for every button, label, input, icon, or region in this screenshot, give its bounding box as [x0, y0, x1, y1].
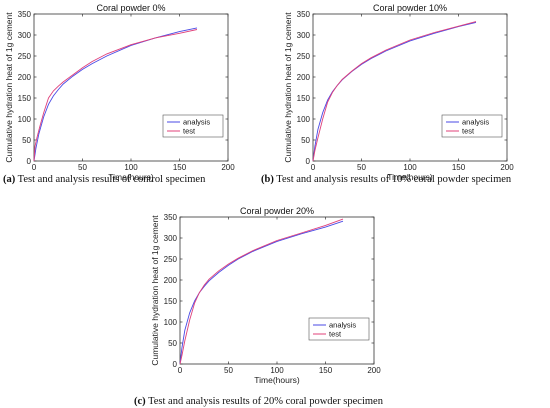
y-tick-label: 50 — [168, 339, 177, 348]
chart-panel-2: 0 50 100 150 200 0 50 100 150 200 250 300 350 Coral p… — [261, 3, 514, 185]
caption-label: (a) — [3, 174, 16, 185]
plot-area — [179, 216, 375, 365]
x-tick-label: 150 — [452, 163, 466, 172]
y-tick-label: 350 — [18, 10, 32, 19]
caption-label: (b) — [261, 174, 274, 185]
y-tick-label: 150 — [297, 94, 311, 103]
y-tick-label: 300 — [18, 31, 32, 40]
series-line-analysis — [179, 220, 344, 365]
caption-text: Test and analysis results of 10% coral p… — [274, 174, 512, 185]
y-tick-label: 250 — [297, 52, 311, 61]
series-line-test — [312, 21, 477, 162]
x-tick-label: 50 — [224, 366, 233, 375]
x-tick-label: 50 — [357, 163, 366, 172]
x-tick-label: 150 — [173, 163, 187, 172]
x-tick-label: 100 — [124, 163, 138, 172]
panel-caption: (a) Test and analysis results of control… — [3, 174, 206, 185]
y-axis-label: Cumulative hydration heat of 1g cement — [150, 215, 160, 366]
chart-title: Coral powder 0% — [96, 3, 165, 13]
caption-text: Test and analysis results of 20% coral p… — [146, 396, 384, 407]
x-tick-label: 50 — [78, 163, 87, 172]
y-tick-label: 50 — [22, 136, 31, 145]
x-tick-label: 0 — [32, 163, 37, 172]
x-axis-label: Time(hours) — [387, 172, 433, 182]
y-tick-label: 0 — [173, 360, 178, 369]
y-axis-label: Cumulative hydration heat of 1g cement — [4, 12, 14, 163]
y-tick-label: 200 — [164, 276, 178, 285]
y-tick-label: 100 — [18, 115, 32, 124]
y-tick-label: 350 — [297, 10, 311, 19]
y-tick-label: 250 — [18, 52, 32, 61]
x-tick-label: 200 — [367, 366, 381, 375]
y-tick-label: 200 — [297, 73, 311, 82]
series-line-test — [33, 29, 198, 162]
y-axis-label: Cumulative hydration heat of 1g cement — [283, 12, 293, 163]
x-tick-label: 100 — [270, 366, 284, 375]
legend-label-test: test — [329, 330, 342, 339]
x-axis-label: Time(hours) — [108, 172, 154, 182]
caption-text: Test and analysis results of control spe… — [15, 174, 206, 185]
series-line-test — [179, 218, 344, 365]
y-tick-label: 350 — [164, 213, 178, 222]
legend-label-analysis: analysis — [183, 118, 210, 127]
chart-panel-1: 0 50 100 150 200 0 50 100 150 200 250 300 350 Coral p… — [3, 3, 235, 185]
y-tick-label: 0 — [306, 157, 311, 166]
legend-label-test: test — [462, 127, 475, 136]
plot-area — [312, 13, 508, 162]
chart-panel-3: 0 50 100 150 200 0 50 100 150 200 250 300 350 Coral p… — [134, 206, 384, 407]
y-tick-label: 100 — [297, 115, 311, 124]
x-tick-label: 0 — [311, 163, 316, 172]
plot-area — [33, 13, 229, 162]
y-tick-label: 100 — [164, 318, 178, 327]
panel-caption: (b) Test and analysis results of 10% cor… — [261, 174, 512, 185]
y-tick-label: 200 — [18, 73, 32, 82]
y-tick-label: 250 — [164, 255, 178, 264]
y-tick-label: 300 — [164, 234, 178, 243]
x-tick-label: 200 — [500, 163, 514, 172]
chart-title: Coral powder 10% — [373, 3, 447, 13]
legend-label-analysis: analysis — [329, 321, 356, 330]
x-tick-label: 150 — [319, 366, 333, 375]
x-axis-label: Time(hours) — [254, 375, 300, 385]
y-tick-label: 50 — [301, 136, 310, 145]
panel-caption: (c) Test and analysis results of 20% cor… — [134, 396, 384, 407]
y-tick-label: 150 — [18, 94, 32, 103]
y-tick-label: 150 — [164, 297, 178, 306]
chart-title: Coral powder 20% — [240, 206, 314, 216]
x-tick-label: 200 — [221, 163, 235, 172]
caption-label: (c) — [134, 396, 146, 407]
legend-label-analysis: analysis — [462, 118, 489, 127]
y-tick-label: 300 — [297, 31, 311, 40]
x-tick-label: 0 — [178, 366, 183, 375]
legend-label-test: test — [183, 127, 196, 136]
y-tick-label: 0 — [27, 157, 32, 166]
x-tick-label: 100 — [403, 163, 417, 172]
